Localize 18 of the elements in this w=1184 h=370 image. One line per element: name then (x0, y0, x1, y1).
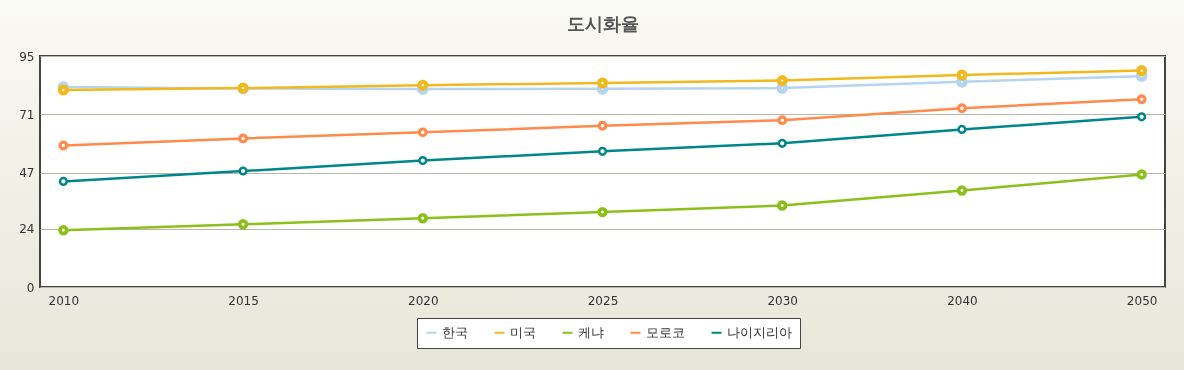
y-tick-label: 0 (26, 280, 35, 295)
legend-label: 나이지리아 (727, 324, 792, 340)
y-tick-label: 24 (19, 222, 35, 237)
x-tick-label: 2050 (1126, 293, 1158, 308)
legend-label: 케냐 (578, 324, 604, 340)
y-tick-label: 95 (19, 49, 35, 64)
y-tick-label: 71 (19, 107, 35, 122)
x-tick-label: 2020 (408, 293, 439, 308)
x-tick-label: 2010 (48, 293, 80, 308)
x-tick-label: 2040 (947, 293, 978, 308)
y-tick-label: 47 (19, 166, 35, 181)
x-tick-label: 2015 (228, 293, 259, 308)
x-tick-label: 2030 (767, 293, 798, 308)
legend-label: 미국 (510, 324, 536, 340)
chart-title: 도시화율 (566, 13, 639, 34)
legend-label: 한국 (442, 324, 468, 340)
legend-label: 모로코 (646, 324, 685, 340)
x-tick-label: 2025 (587, 293, 619, 308)
